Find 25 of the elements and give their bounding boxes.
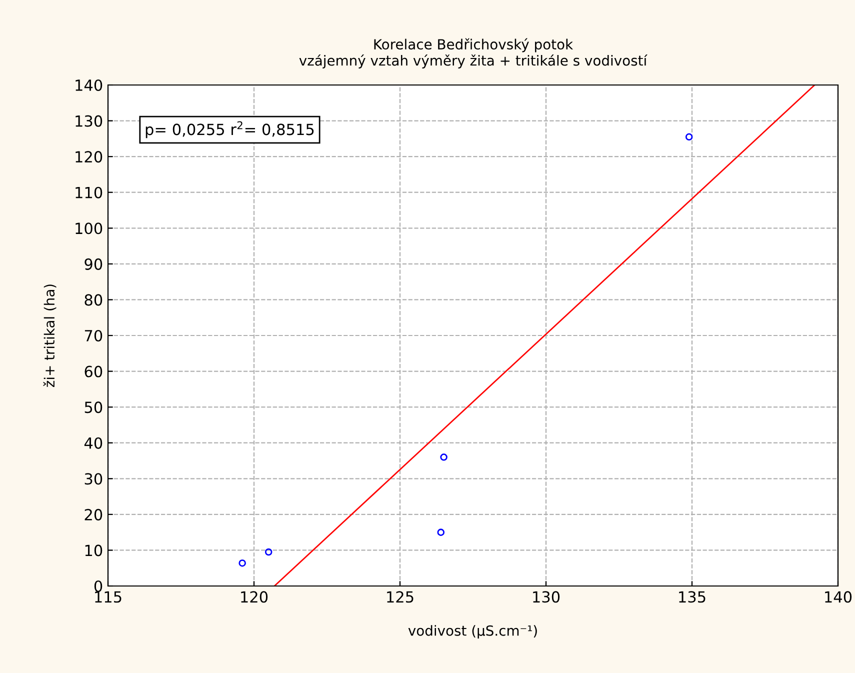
chart-title: Korelace Bedřichovský potok vzájemný vztah výměry žita + tritikále s vodivostí (299, 38, 648, 68)
y-axis-title: ži+ tritikal (ha) (43, 284, 56, 388)
x-tick-label: 130 (533, 591, 560, 603)
y-tick-label: 10 (85, 544, 102, 556)
y-tick-label: 20 (84, 508, 102, 520)
annotation: p= 0,0255 r$^{2}$= 0,8515 (146, 121, 314, 138)
y-tick-label: 50 (84, 402, 102, 414)
y-tick-label: 70 (84, 330, 102, 342)
x-tick-label: 140 (825, 591, 852, 603)
x-tick-label: 120 (241, 591, 268, 603)
y-tick-label: 40 (84, 437, 102, 449)
y-tick-label: 80 (84, 294, 102, 306)
y-tick-label: 110 (76, 186, 102, 198)
y-tick-label: 100 (76, 222, 102, 234)
y-tick-label: 90 (84, 258, 102, 270)
x-tick-label: 135 (679, 591, 706, 603)
x-axis-title: vodivost (µS.cm⁻¹) (408, 625, 537, 639)
y-tick-label: 120 (76, 151, 102, 163)
y-tick-label: 60 (84, 366, 102, 378)
x-tick-label: 115 (95, 591, 122, 603)
y-tick-label: 30 (84, 473, 102, 485)
y-tick-label: 140 (76, 79, 102, 92)
y-tick-label: 130 (76, 115, 102, 127)
y-tick-label: 0 (94, 580, 102, 592)
x-tick-label: 125 (387, 591, 414, 603)
